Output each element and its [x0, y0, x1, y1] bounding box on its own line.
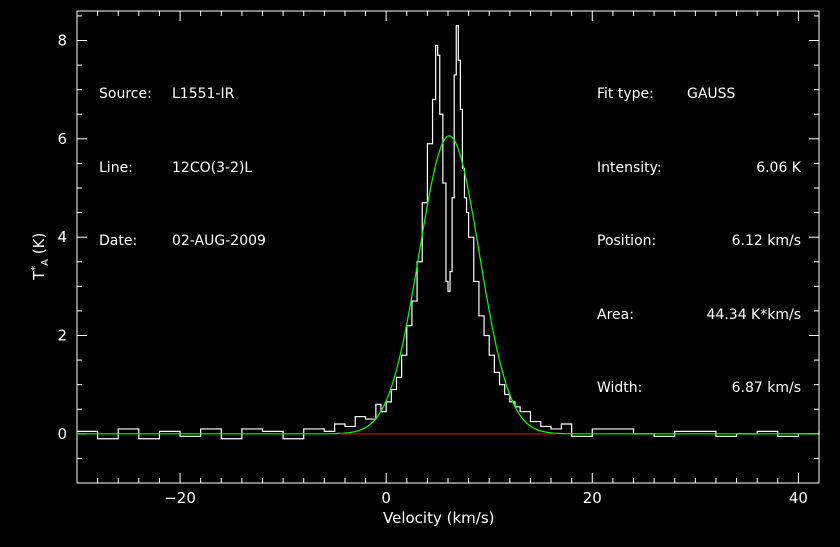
y-axis-sub: A — [40, 258, 51, 266]
fit-intensity-row: Intensity: 6.06 K — [597, 156, 801, 181]
x-tick-label: 0 — [381, 489, 391, 507]
fit-area-value: 44.34 K*km/s — [706, 306, 801, 323]
header-info-left: Source: L1551-IR Line: 12CO(3-2)L Date: 02-… — [99, 33, 266, 278]
fit-intensity-value: 6.06 K — [756, 159, 801, 176]
y-axis-unit: (K) — [30, 232, 48, 255]
source-label: Source: — [99, 86, 152, 102]
series-layer — [77, 25, 820, 440]
gaussian-fit-line — [77, 135, 818, 435]
fit-position-value: 6.12 km/s — [731, 233, 801, 249]
fit-width-value: 6.87 km/s — [731, 380, 801, 396]
source-row: Source: L1551-IR — [99, 82, 266, 107]
fit-position-row: Position: 6.12 km/s — [597, 229, 801, 254]
spectrum-line — [77, 25, 820, 440]
date-label: Date: — [99, 233, 138, 249]
line-row: Line: 12CO(3-2)L — [99, 156, 266, 181]
fit-type-value: GAUSS — [687, 86, 736, 102]
line-value: 12CO(3-2)L — [172, 159, 253, 176]
fit-intensity-label: Intensity: — [597, 159, 662, 176]
y-tick-label: 8 — [57, 32, 67, 50]
y-axis-symbol: T — [30, 270, 48, 280]
y-tick-label: 4 — [57, 228, 67, 246]
fit-width-label: Width: — [597, 380, 643, 396]
y-tick-label: 6 — [57, 130, 67, 148]
fit-width-row: Width: 6.87 km/s — [597, 376, 801, 401]
x-tick-label: 40 — [789, 489, 808, 507]
source-value: L1551-IR — [172, 86, 235, 102]
fit-position-label: Position: — [597, 233, 657, 249]
fit-area-label: Area: — [597, 306, 634, 323]
line-label: Line: — [99, 159, 133, 176]
y-tick-label: 0 — [57, 425, 67, 443]
y-tick-label: 2 — [57, 327, 67, 345]
x-tick-label: 20 — [583, 489, 602, 507]
x-tick-label: −20 — [164, 489, 196, 507]
fit-info: Fit type: GAUSS Intensity: 6.06 K Position… — [597, 33, 801, 425]
y-axis-label: T*A (K) — [30, 233, 51, 280]
date-value: 02-AUG-2009 — [172, 233, 266, 249]
x-axis-label: Velocity (km/s) — [383, 509, 495, 527]
fit-type-row: Fit type: GAUSS — [597, 82, 801, 107]
fit-area-row: Area: 44.34 K*km/s — [597, 303, 801, 328]
axis-ticks: −20 0 20 40 0 2 4 6 8 — [57, 11, 820, 507]
date-row: Date: 02-AUG-2009 — [99, 229, 266, 254]
fit-type-label: Fit type: — [597, 86, 654, 102]
y-axis-sup: * — [30, 265, 41, 271]
